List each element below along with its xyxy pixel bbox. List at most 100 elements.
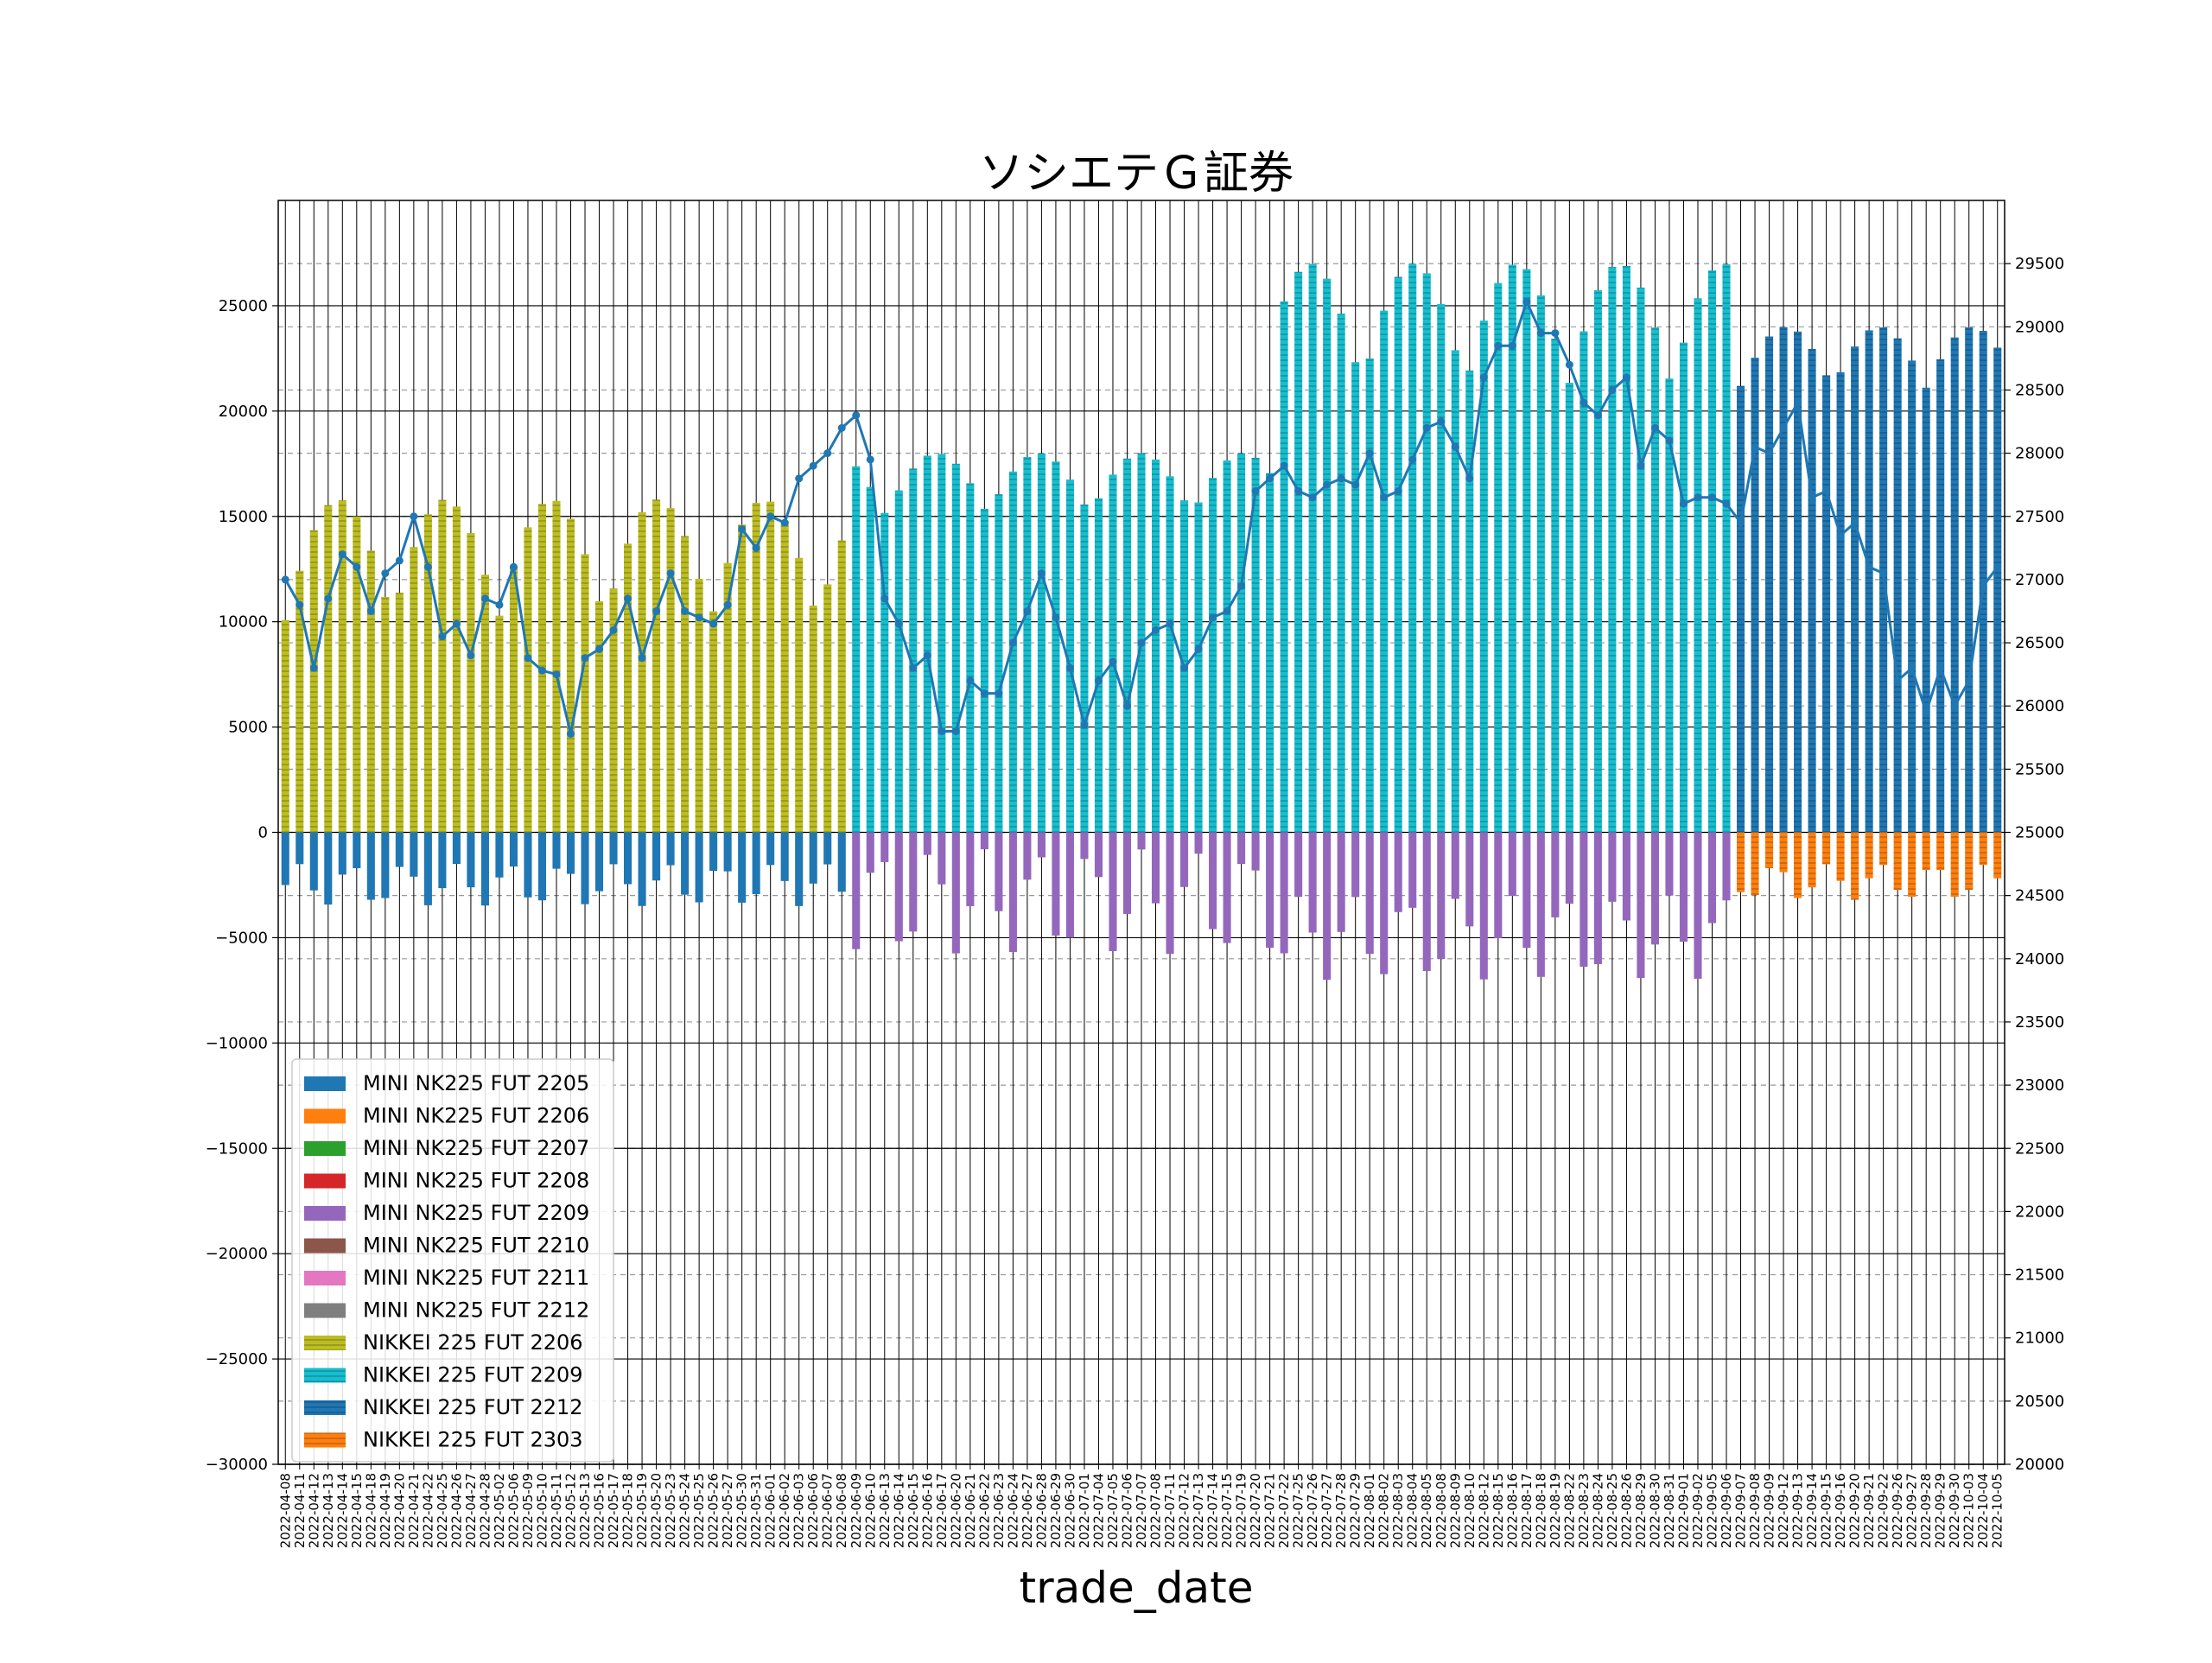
- bar-long: [309, 530, 318, 833]
- bar-short: [1308, 832, 1317, 933]
- bar-long: [1494, 282, 1503, 833]
- bar-long: [938, 454, 946, 833]
- bar-short: [1451, 832, 1459, 899]
- x-tick-label: 2022-07-14: [1205, 1473, 1221, 1548]
- price-point: [1908, 663, 1916, 672]
- bar-long: [681, 536, 690, 833]
- bar-short: [1122, 832, 1132, 914]
- bar-long: [1536, 295, 1545, 833]
- price-point: [1851, 518, 1859, 527]
- price-point: [1065, 663, 1074, 672]
- x-tick-label: 2022-05-06: [505, 1473, 521, 1548]
- price-point: [509, 562, 518, 571]
- x-tick-label: 2022-06-16: [919, 1473, 935, 1548]
- price-point: [1052, 613, 1060, 622]
- bar-long: [1950, 337, 1959, 833]
- bar-short: [780, 832, 789, 881]
- bar-long: [1965, 327, 1974, 833]
- price-point: [1893, 676, 1902, 685]
- x-tick-label: 2022-09-29: [1933, 1473, 1948, 1548]
- price-point: [1822, 486, 1831, 495]
- y2-tick-label: 25500: [2015, 760, 2064, 778]
- bar-long: [1908, 360, 1916, 833]
- bar-short: [966, 832, 975, 906]
- bar-short: [1280, 832, 1288, 954]
- price-point: [1365, 449, 1374, 458]
- y2-tick-label: 20000: [2015, 1456, 2064, 1474]
- y2-tick-label: 21000: [2015, 1330, 2064, 1348]
- legend-label: NIKKEI 225 FUT 2206: [363, 1330, 583, 1355]
- bar-long: [852, 466, 861, 833]
- x-tick-label: 2022-06-14: [891, 1473, 906, 1548]
- y2-tick-label: 25000: [2015, 824, 2064, 842]
- bar-long: [1637, 287, 1645, 833]
- x-tick-label: 2022-09-02: [1690, 1473, 1706, 1548]
- bar-long: [1465, 370, 1474, 833]
- bar-long: [353, 516, 361, 833]
- y2-tick-label: 28500: [2015, 381, 2064, 399]
- x-tick-label: 2022-06-24: [1005, 1473, 1020, 1548]
- x-tick-label: 2022-04-13: [321, 1473, 336, 1548]
- bar-short: [1707, 832, 1717, 924]
- price-point: [1351, 480, 1360, 489]
- x-tick-label: 2022-07-13: [1191, 1473, 1206, 1548]
- price-point: [324, 594, 333, 603]
- x-tick-label: 2022-08-17: [1519, 1473, 1535, 1548]
- bar-long: [1551, 339, 1560, 833]
- bar-short: [1593, 832, 1602, 965]
- bar-long: [1194, 502, 1203, 833]
- price-point: [766, 512, 775, 521]
- bars: [281, 263, 2002, 981]
- price-point: [638, 654, 646, 663]
- bar-long: [1765, 336, 1774, 833]
- legend-swatch: [304, 1206, 346, 1221]
- x-tick-label: 2022-08-29: [1633, 1473, 1649, 1548]
- price-point: [809, 461, 817, 470]
- price-point: [1180, 663, 1189, 672]
- x-tick-label: 2022-06-03: [791, 1473, 807, 1548]
- y-tick-label: 15000: [219, 508, 268, 526]
- bar-long: [452, 506, 461, 833]
- bar-short: [1808, 832, 1816, 888]
- bar-short: [1650, 832, 1659, 945]
- price-point: [452, 619, 461, 628]
- x-tick-label: 2022-09-20: [1847, 1473, 1863, 1548]
- bar-short: [1779, 832, 1788, 873]
- price-point: [837, 423, 846, 432]
- x-tick-label: 2022-07-29: [1348, 1473, 1363, 1548]
- x-tick-label: 2022-08-30: [1647, 1473, 1662, 1548]
- bar-long: [1365, 358, 1374, 833]
- bar-short: [1637, 832, 1645, 979]
- price-point: [1765, 449, 1774, 458]
- bar-long: [1223, 460, 1231, 833]
- price-point: [723, 600, 732, 609]
- y2-tick-label: 22500: [2015, 1139, 2064, 1158]
- bar-short: [1893, 832, 1902, 891]
- bar-long: [395, 593, 404, 833]
- bar-short: [366, 832, 375, 900]
- price-point: [1194, 644, 1203, 653]
- price-point: [1707, 493, 1716, 502]
- x-tick-label: 2022-08-10: [1462, 1473, 1478, 1548]
- legend-swatch: [304, 1432, 346, 1448]
- bar-short: [381, 832, 390, 898]
- y-tick-label: −5000: [215, 929, 268, 947]
- price-point: [1294, 486, 1303, 495]
- price-point: [681, 606, 690, 615]
- bar-short: [1908, 832, 1916, 897]
- bar-long: [1080, 505, 1089, 833]
- price-point: [338, 550, 346, 559]
- legend-label: MINI NK225 FUT 2207: [363, 1136, 589, 1160]
- price-point: [1323, 480, 1332, 489]
- x-tick-label: 2022-09-15: [1819, 1473, 1834, 1548]
- price-point: [1094, 676, 1103, 685]
- bar-long: [909, 468, 918, 833]
- x-tick-label: 2022-05-26: [706, 1473, 721, 1548]
- bar-long: [1593, 289, 1602, 833]
- bar-short: [709, 832, 718, 872]
- bar-short: [1179, 832, 1189, 887]
- x-tick-label: 2022-05-31: [748, 1473, 764, 1548]
- price-point: [1751, 442, 1759, 451]
- bar-long: [923, 455, 931, 833]
- bar-long: [1394, 276, 1402, 833]
